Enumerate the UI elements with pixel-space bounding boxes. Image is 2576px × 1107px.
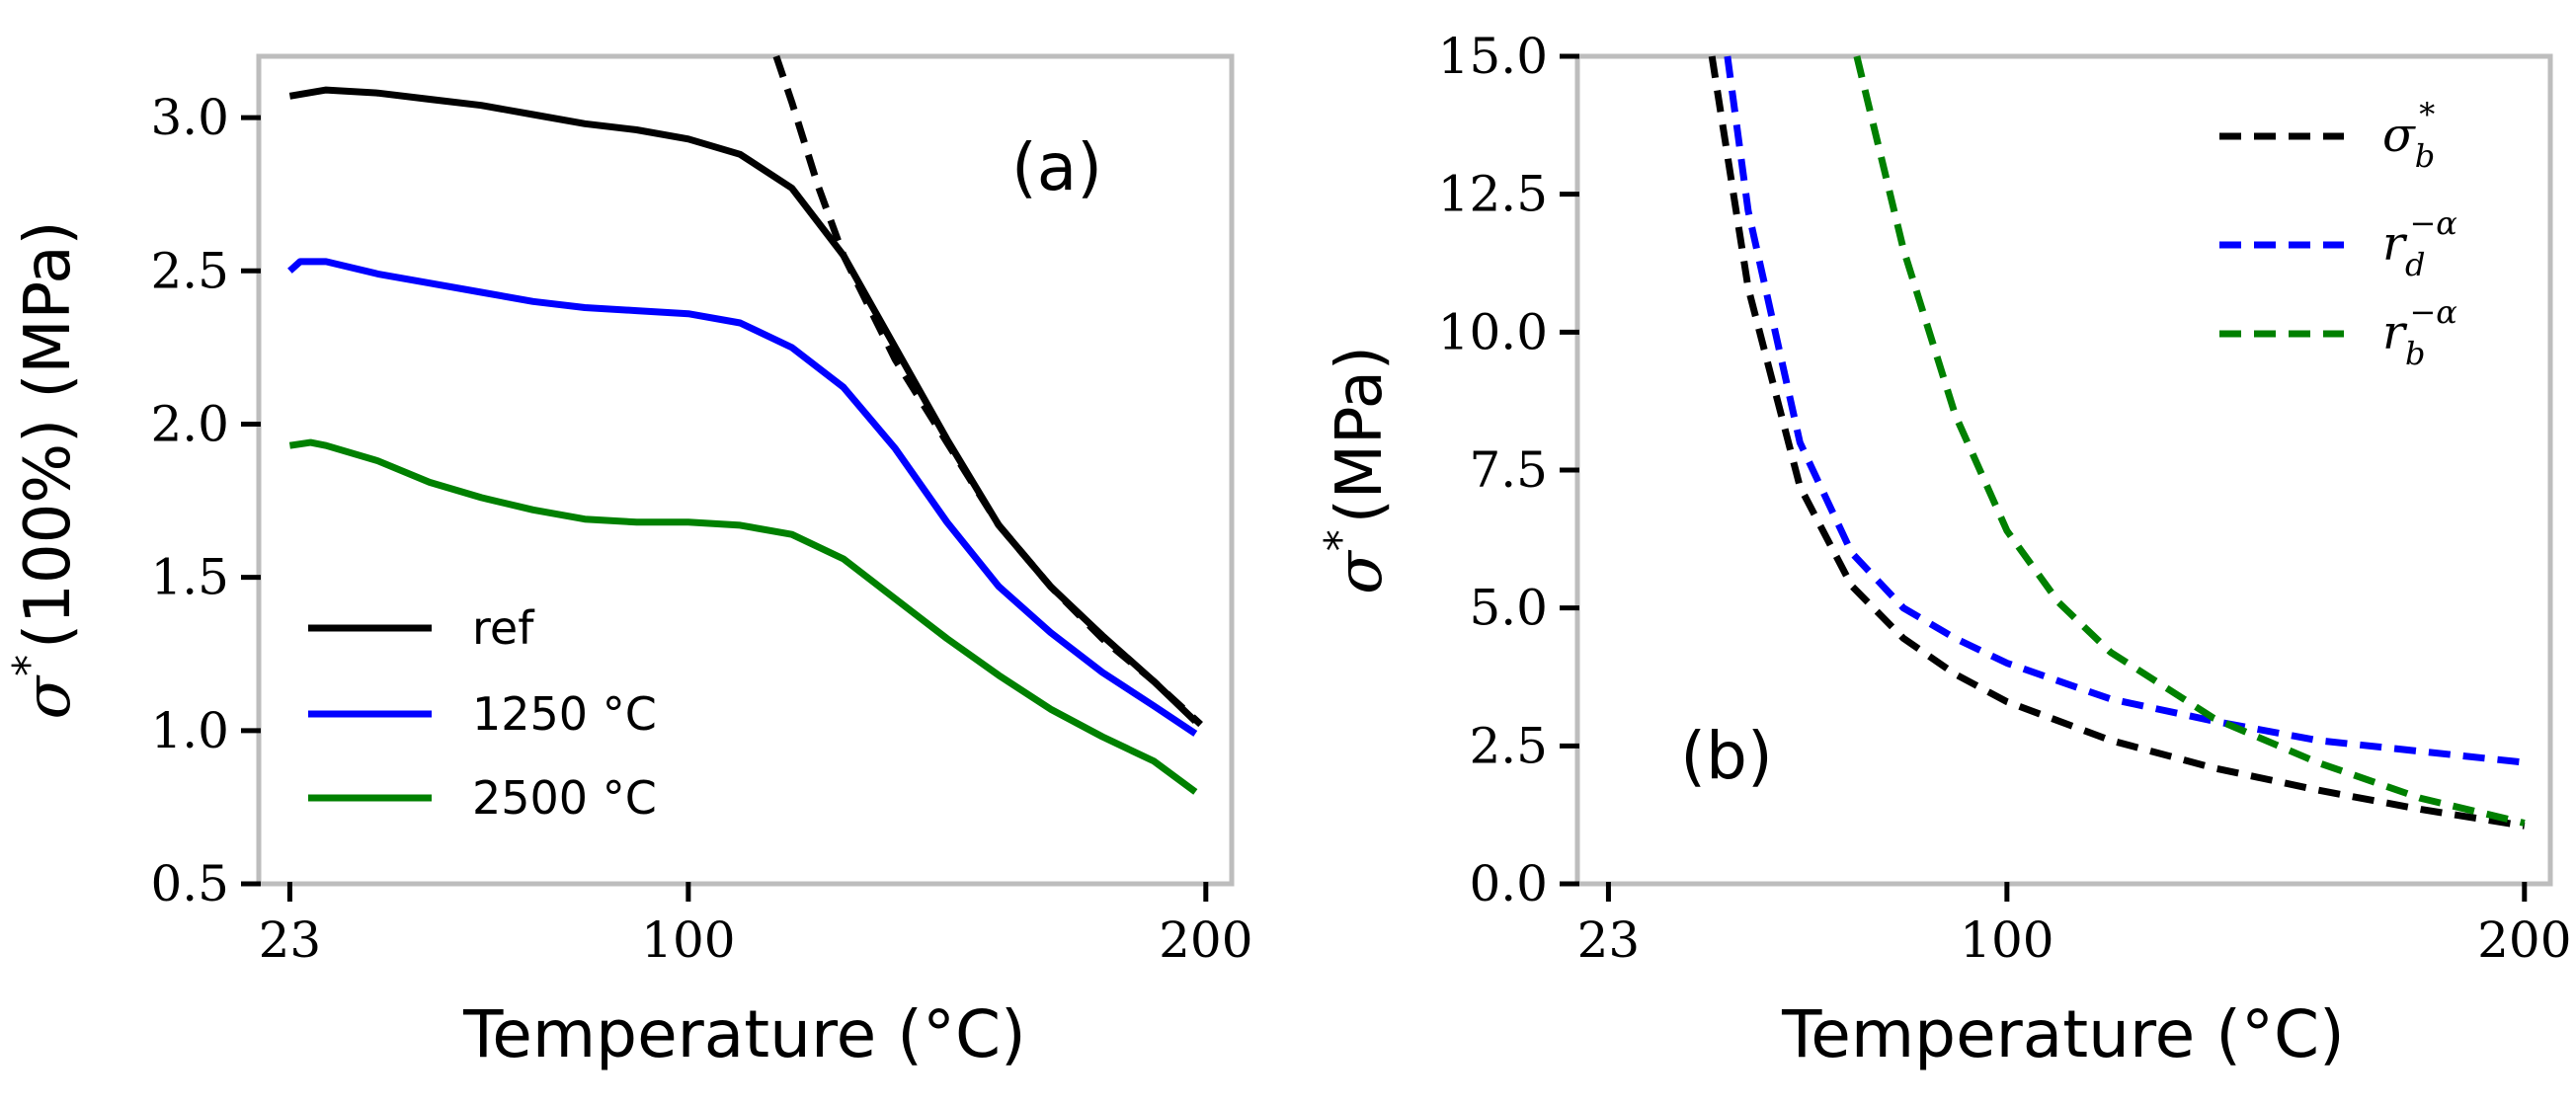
legend-1250-label: 1250 °C bbox=[472, 687, 657, 741]
panel-a-lines bbox=[287, 54, 1203, 795]
panel-b-lines bbox=[1708, 55, 2526, 830]
ytick-label: 12.5 bbox=[1438, 166, 1548, 223]
series-line-1250-c bbox=[287, 258, 1198, 737]
ytick-label: 1.0 bbox=[150, 702, 229, 759]
ytick-label: 0.0 bbox=[1469, 855, 1548, 912]
ytick-label: 2.5 bbox=[1469, 717, 1548, 774]
xtick-label: 200 bbox=[1159, 911, 1252, 969]
series-line--b bbox=[1708, 55, 2526, 830]
ytick-label: 1.5 bbox=[150, 549, 229, 606]
xtick-label: 100 bbox=[1960, 911, 2053, 969]
ytick-label: 0.5 bbox=[150, 855, 229, 912]
panel-b-ticks: 23 100 200 0.0 2.5 5.0 7.5 10.0 12.5 15.0 bbox=[1438, 28, 2572, 969]
ytick-label: 5.0 bbox=[1469, 580, 1548, 637]
xtick-label: 23 bbox=[1577, 911, 1641, 969]
panel-a-ylabel: σ*(100%) (MPa) bbox=[4, 220, 85, 719]
ytick-label: 15.0 bbox=[1438, 28, 1548, 85]
panel-b-label: (b) bbox=[1680, 718, 1772, 794]
panel-b-ylabel: σ*(MPa) bbox=[1316, 346, 1397, 594]
legend-ref-label: ref bbox=[472, 601, 535, 655]
legend-2500-label: 2500 °C bbox=[472, 771, 657, 825]
panel-a-label: (a) bbox=[1011, 129, 1102, 205]
xtick-label: 200 bbox=[2477, 911, 2571, 969]
ytick-label: 2.0 bbox=[150, 395, 229, 452]
legend-r-b-label: rb−α bbox=[2382, 293, 2457, 372]
panel-a-xlabel: Temperature (°C) bbox=[462, 996, 1026, 1072]
legend-r-d-label: rd−α bbox=[2382, 204, 2457, 283]
panel-b-legend: σb* rd−α rb−α bbox=[2219, 96, 2457, 372]
panel-a-legend: ref 1250 °C 2500 °C bbox=[308, 601, 657, 825]
ytick-label: 7.5 bbox=[1469, 441, 1548, 499]
series-line-fit bbox=[772, 54, 1203, 728]
series-line-rb bbox=[1853, 55, 2526, 827]
panel-a: 23 100 200 0.5 1.0 1.5 2.0 2.5 3.0 (a) ref 1250 … bbox=[4, 53, 1253, 1072]
ytick-label: 3.0 bbox=[150, 89, 229, 146]
panel-a-ticks: 23 100 200 0.5 1.0 1.5 2.0 2.5 3.0 bbox=[150, 89, 1252, 969]
series-line-2500-c bbox=[288, 438, 1198, 795]
legend-sigma-b-label: σb* bbox=[2382, 96, 2435, 175]
panel-b-xlabel: Temperature (°C) bbox=[1781, 996, 2345, 1072]
xtick-label: 100 bbox=[641, 911, 735, 969]
panel-b: 23 100 200 0.0 2.5 5.0 7.5 10.0 12.5 15.0 (b) σb*… bbox=[1316, 28, 2572, 1072]
panel-a-frame bbox=[256, 53, 1235, 887]
series-line-rd bbox=[1724, 55, 2526, 766]
ytick-label: 2.5 bbox=[150, 242, 229, 299]
xtick-label: 23 bbox=[259, 911, 322, 969]
ytick-label: 10.0 bbox=[1438, 303, 1548, 360]
